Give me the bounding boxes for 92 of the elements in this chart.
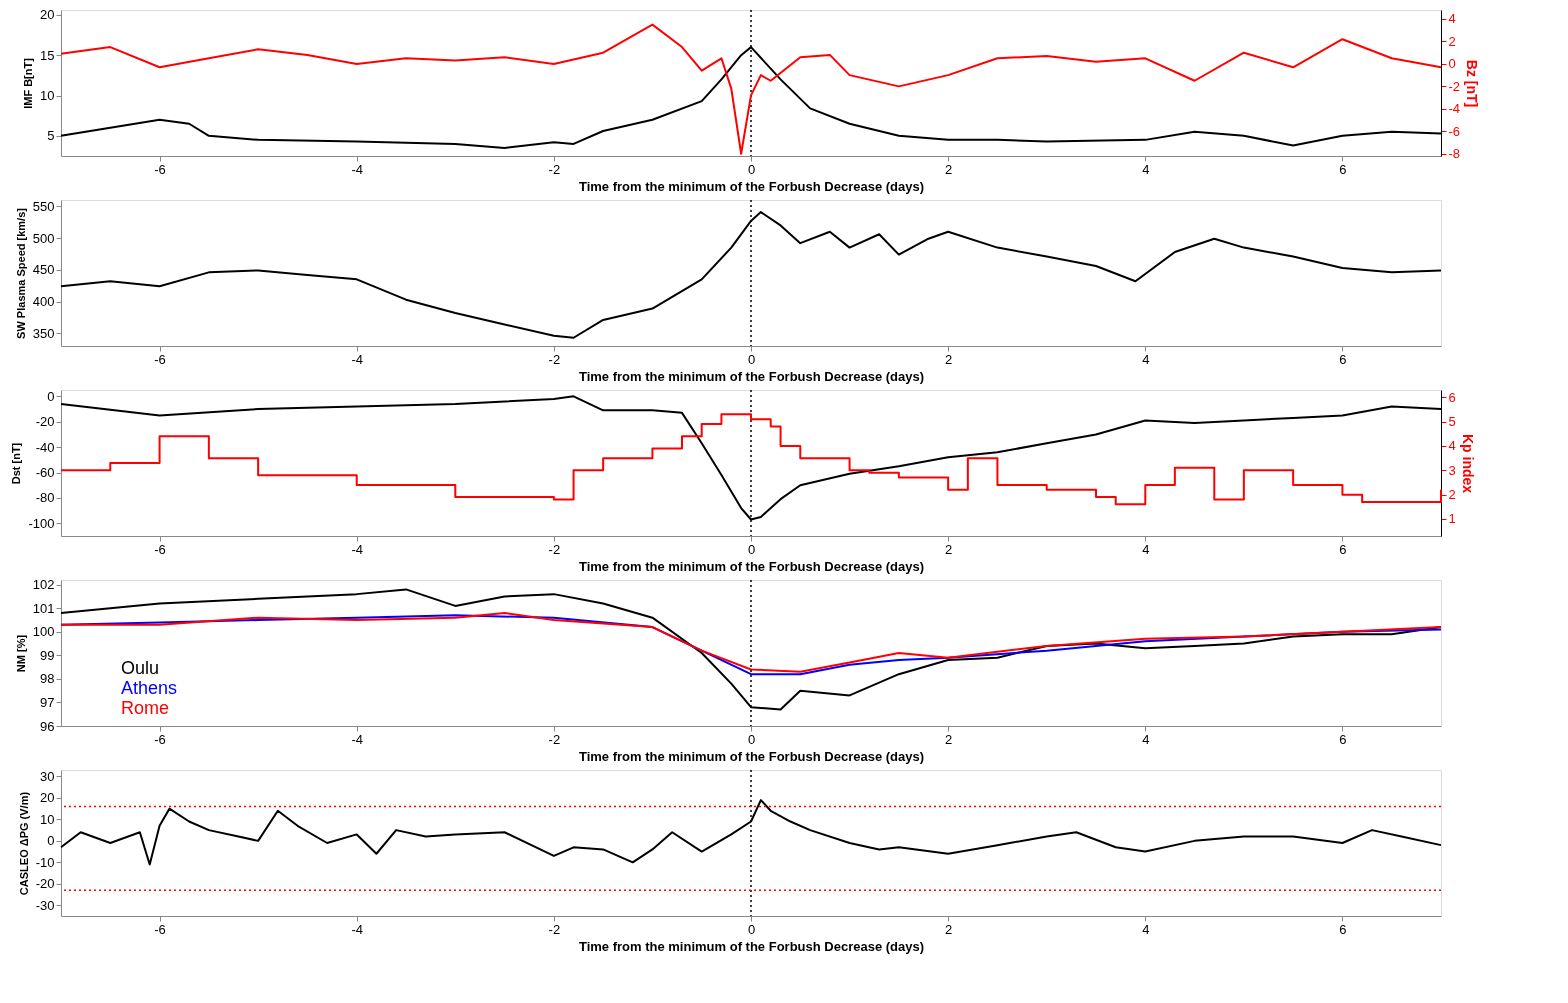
- y-tick-label: 15: [40, 47, 55, 63]
- y2-tick-label: 0: [1448, 56, 1456, 72]
- y2-axis-title: Bz [nT]: [1464, 59, 1481, 108]
- y2-axis-title: Kp index: [1459, 433, 1476, 494]
- y2-tick-label: -4: [1448, 101, 1461, 117]
- y2-tick-label: -6: [1448, 123, 1461, 139]
- y2-tick-label: 3: [1448, 462, 1456, 478]
- y-tick-label: -10: [35, 854, 55, 870]
- y-tick-label: 100: [32, 624, 55, 640]
- text: Rome: [121, 698, 170, 718]
- x-tick-label: -4: [351, 351, 363, 367]
- y-tick-label: -60: [35, 465, 55, 481]
- x-tick-label: 4: [1142, 731, 1150, 747]
- y-tick-label: 5: [47, 128, 55, 144]
- x-tick-label: -6: [154, 161, 166, 177]
- x-tick-label: 6: [1339, 921, 1347, 937]
- y2-tick-label: 6: [1448, 389, 1456, 405]
- y-tick-label: -30: [35, 897, 55, 913]
- x-tick-label: -2: [548, 161, 561, 177]
- y-axis-title: Dst [nT]: [10, 442, 23, 485]
- y-tick-label: 96: [40, 718, 55, 734]
- x-tick-label: -4: [351, 731, 363, 747]
- x-tick-label: -2: [548, 351, 561, 367]
- y-tick-label: -100: [28, 515, 55, 531]
- y-tick-label: -80: [35, 490, 55, 506]
- x-tick-label: 4: [1142, 541, 1150, 557]
- x-axis-title: Time from the minimum of the Forbush Decrease (days): [578, 558, 925, 574]
- x-tick-label: 2: [945, 351, 953, 367]
- y-tick-label: -40: [35, 439, 55, 455]
- x-axis-title: Time from the minimum of the Forbush Decrease (days): [578, 368, 925, 384]
- y-tick-label: 550: [32, 198, 55, 214]
- x-tick-label: 2: [945, 541, 953, 557]
- y2-tick-label: 4: [1448, 438, 1456, 454]
- text: Oulu: [121, 658, 160, 678]
- x-tick-label: 0: [747, 731, 756, 747]
- x-tick-label: 4: [1142, 161, 1150, 177]
- y-tick-label: 99: [40, 647, 55, 663]
- y-tick-label: 0: [47, 833, 55, 849]
- x-tick-label: 4: [1142, 351, 1150, 367]
- y2-tick-label: 2: [1448, 33, 1456, 49]
- y-tick-label: 97: [40, 694, 55, 710]
- y-axis-title: CASLEO ΔPG (V/m): [17, 791, 30, 896]
- y-axis-title: SW Plasma Speed [km/s]: [14, 207, 27, 339]
- x-tick-label: 2: [945, 921, 953, 937]
- x-tick-label: 2: [945, 161, 953, 177]
- y-tick-label: 0: [47, 388, 55, 404]
- y-tick-label: 98: [40, 671, 55, 687]
- y-tick-label: -20: [35, 876, 55, 892]
- x-tick-label: -2: [548, 731, 561, 747]
- y-tick-label: 10: [40, 811, 55, 827]
- x-tick-label: 6: [1339, 161, 1347, 177]
- text: Athens: [121, 678, 178, 698]
- x-tick-label: 0: [747, 351, 756, 367]
- x-tick-label: -2: [548, 921, 561, 937]
- y-tick-label: 101: [32, 600, 55, 616]
- x-tick-label: -6: [154, 921, 166, 937]
- x-tick-label: 0: [747, 921, 756, 937]
- y2-tick-label: 5: [1448, 414, 1456, 430]
- y-axis-title: NM [%]: [14, 634, 27, 673]
- x-tick-label: -6: [154, 731, 166, 747]
- x-axis-title: Time from the minimum of the Forbush Decrease (days): [578, 938, 925, 954]
- y-tick-label: 10: [40, 88, 55, 103]
- y2-tick-label: 1: [1448, 511, 1456, 527]
- y2-tick-label: 4: [1448, 11, 1456, 27]
- y2-tick-label: -2: [1448, 78, 1461, 94]
- y-tick-label: 500: [32, 230, 55, 246]
- x-axis-title: Time from the minimum of the Forbush Decrease (days): [578, 178, 925, 194]
- y-tick-label: 30: [40, 768, 55, 784]
- y-tick-label: -20: [35, 414, 55, 430]
- x-tick-label: 6: [1339, 541, 1347, 557]
- x-tick-label: -6: [154, 541, 166, 557]
- x-tick-label: -4: [351, 921, 363, 937]
- y-tick-label: 102: [32, 577, 55, 593]
- x-tick-label: 2: [945, 731, 953, 747]
- x-tick-label: -2: [548, 541, 561, 557]
- x-axis-title: Time from the minimum of the Forbush Decrease (days): [578, 748, 925, 764]
- y-tick-label: 20: [40, 790, 55, 806]
- y2-tick-label: 2: [1448, 487, 1456, 503]
- x-tick-label: -4: [351, 161, 363, 177]
- x-tick-label: 0: [747, 541, 756, 557]
- y-tick-label: 450: [32, 262, 55, 278]
- y2-tick-label: -8: [1448, 146, 1461, 162]
- y-tick-label: 350: [32, 325, 55, 341]
- y-tick-label: 400: [32, 294, 55, 310]
- x-tick-label: 0: [747, 161, 756, 177]
- y-tick-label: 20: [40, 7, 55, 23]
- x-tick-label: 6: [1339, 351, 1347, 367]
- x-tick-label: -6: [154, 351, 166, 367]
- x-tick-label: 4: [1142, 921, 1150, 937]
- y-axis-title: IMF B[nT]: [22, 57, 35, 109]
- x-tick-label: -4: [351, 541, 363, 557]
- x-tick-label: 6: [1339, 731, 1347, 747]
